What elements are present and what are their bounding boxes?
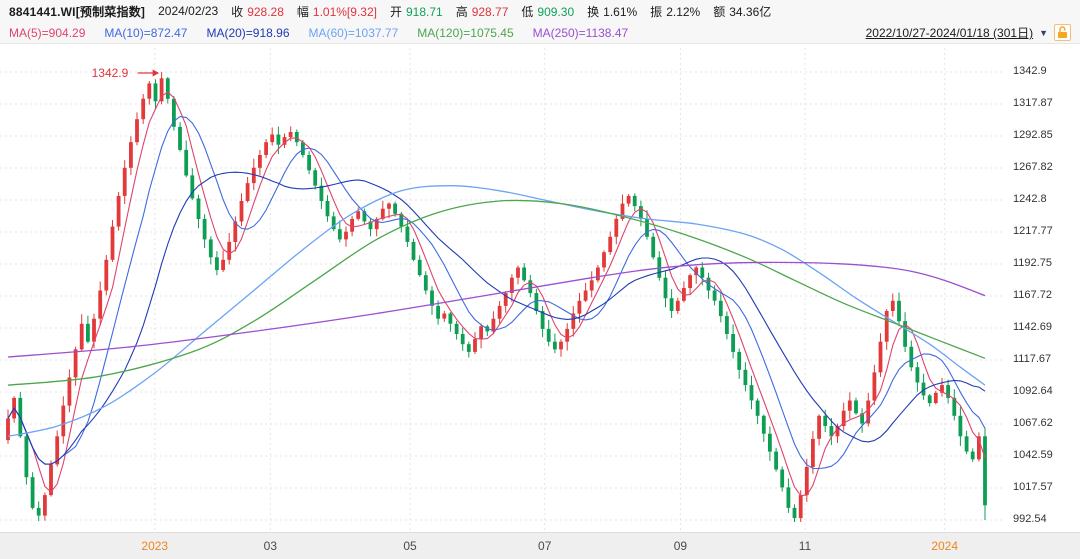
quote-field-amount: 额 34.36亿: [713, 4, 772, 19]
y-axis-label: 1042.59: [1013, 449, 1053, 461]
ma20-legend: MA(20)=918.96: [206, 25, 290, 40]
candlestick-chart[interactable]: 1342.9: [0, 44, 1005, 532]
y-axis-label: 1292.85: [1013, 128, 1053, 141]
chevron-down-icon[interactable]: ▼: [1039, 27, 1048, 38]
x-axis-label: 05: [403, 539, 417, 553]
peak-annotation: 1342.9: [92, 66, 129, 80]
date-range-text[interactable]: 2022/10/27-2024/01/18 (301日): [865, 26, 1034, 40]
ma250-legend: MA(250)=1138.47: [532, 25, 629, 40]
quote-field-high: 高 928.77: [455, 4, 509, 19]
ma60-legend: MA(60)=1037.77: [308, 25, 399, 40]
ma10-legend: MA(10)=872.47: [104, 25, 188, 40]
x-axis-label: 07: [538, 539, 552, 553]
quote-field-close: 收 928.28: [231, 4, 284, 19]
y-axis-label: 992.54: [1013, 513, 1047, 525]
ma-legend: MA(5)=904.29 MA(10)=872.47 MA(20)=918.96…: [9, 26, 628, 40]
quote-field-amplitude: 振 2.12%: [650, 4, 701, 19]
y-axis: 1342.9 1317.87 1292.85 1267.82 1242.8 1217.77…: [1005, 44, 1080, 532]
y-axis-label: 1217.77: [1013, 225, 1053, 237]
x-axis-label: 2024: [931, 539, 959, 553]
y-axis-label: 1267.82: [1013, 161, 1053, 173]
x-axis-label: 11: [798, 539, 812, 553]
quote-header: 8841441.WI[预制菜指数] 2024/02/23 收 928.28 幅 …: [0, 0, 1080, 22]
y-axis-label: 1192.75: [1013, 256, 1052, 269]
y-axis-label: 1117.67: [1013, 352, 1052, 365]
y-axis-label: 1092.64: [1013, 385, 1053, 397]
quote-field-open: 开 918.71: [389, 4, 443, 19]
quote-field-change: 幅 1.01%[9.32]: [296, 4, 377, 19]
y-axis-label: 1067.62: [1013, 416, 1053, 429]
y-axis-label: 1142.69: [1013, 321, 1052, 333]
y-axis-label: 1317.87: [1013, 97, 1053, 109]
x-axis: 2023 03 05 07 09 11 2024: [0, 532, 1080, 559]
range-selector[interactable]: 2022/10/27-2024/01/18 (301日) ▼: [866, 24, 1071, 41]
ma5-legend: MA(5)=904.29: [9, 25, 86, 40]
quote-field-low: 低 909.30: [521, 4, 575, 19]
quote-date: 2024/02/23: [158, 4, 219, 18]
quote-field-turnover: 换 1.61%: [587, 4, 638, 19]
unlock-icon[interactable]: [1054, 24, 1071, 41]
y-axis-label: 1242.8: [1013, 192, 1047, 205]
y-axis-label: 1342.9: [1013, 65, 1047, 77]
x-axis-label: 03: [263, 539, 278, 553]
ma120-legend: MA(120)=1075.45: [417, 25, 514, 40]
x-axis-label: 09: [673, 539, 688, 553]
ma-legend-bar: MA(5)=904.29 MA(10)=872.47 MA(20)=918.96…: [0, 22, 1080, 44]
x-axis-label: 2023: [141, 539, 169, 553]
y-axis-label: 1167.72: [1013, 289, 1052, 301]
y-axis-label: 1017.57: [1013, 480, 1053, 493]
symbol-title: 8841441.WI[预制菜指数]: [9, 4, 146, 19]
